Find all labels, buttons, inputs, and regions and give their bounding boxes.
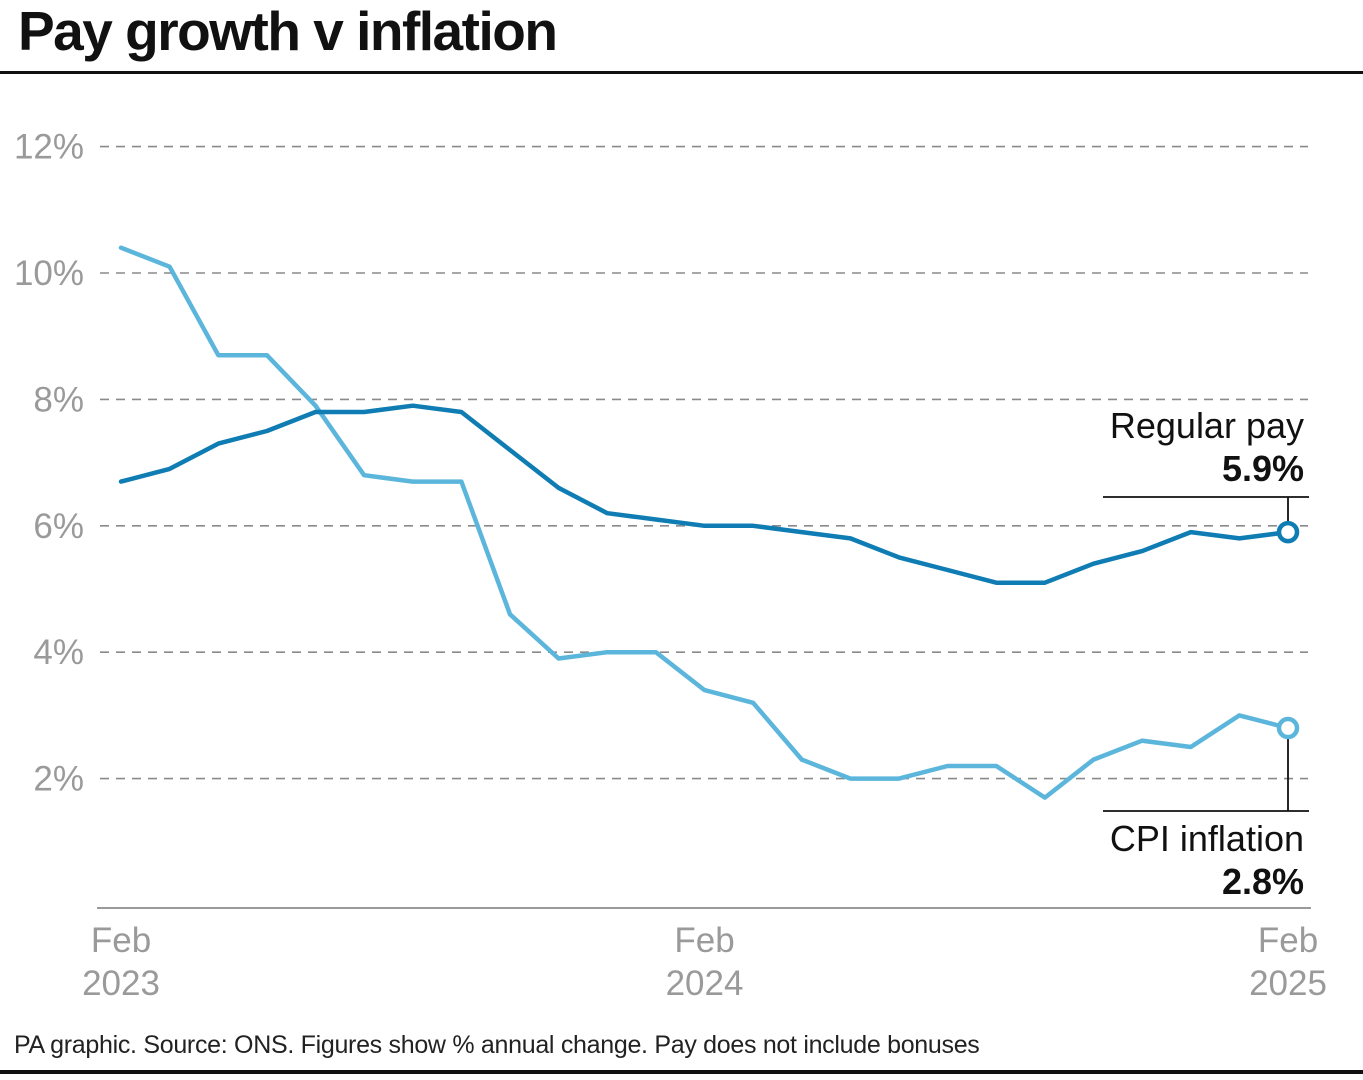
x-tick-month-2024: Feb (674, 921, 734, 960)
regular-pay-label: Regular pay (1110, 405, 1304, 446)
cpi-inflation-value: 2.8% (1222, 861, 1304, 902)
x-tick-month-2025: Feb (1258, 921, 1318, 960)
x-tick-year-2023: 2023 (82, 964, 160, 1003)
gridlines (100, 145, 1308, 780)
y-axis-tick-labels: 2% 4% 6% 8% 10% 12% (14, 128, 84, 799)
cpi-inflation-line (118, 245, 1291, 800)
label-leader-lines (1103, 496, 1309, 812)
x-axis-tick-labels: Feb 2023 Feb 2024 Feb 2025 (82, 921, 1327, 1003)
regular-pay-end-marker (1276, 520, 1300, 544)
y-tick-label-10: 10% (14, 254, 84, 293)
cpi-inflation-label: CPI inflation (1110, 818, 1304, 859)
chart-title: Pay growth v inflation (18, 0, 558, 62)
title-divider (0, 71, 1363, 74)
y-tick-label-4: 4% (33, 633, 84, 672)
series-lines (118, 245, 1291, 800)
y-tick-label-2: 2% (33, 760, 84, 799)
cpi-inflation-end-marker (1276, 716, 1300, 740)
bottom-divider (0, 1070, 1363, 1074)
regular-pay-line (118, 403, 1291, 585)
y-tick-label-8: 8% (33, 380, 84, 419)
source-footnote: PA graphic. Source: ONS. Figures show % … (14, 1031, 980, 1059)
y-tick-label-6: 6% (33, 507, 84, 546)
end-markers (1276, 520, 1300, 740)
x-tick-month-2023: Feb (91, 921, 151, 960)
y-tick-label-12: 12% (14, 128, 84, 167)
x-tick-year-2025: 2025 (1249, 964, 1327, 1003)
regular-pay-value: 5.9% (1222, 448, 1304, 489)
x-tick-year-2024: 2024 (666, 964, 744, 1003)
